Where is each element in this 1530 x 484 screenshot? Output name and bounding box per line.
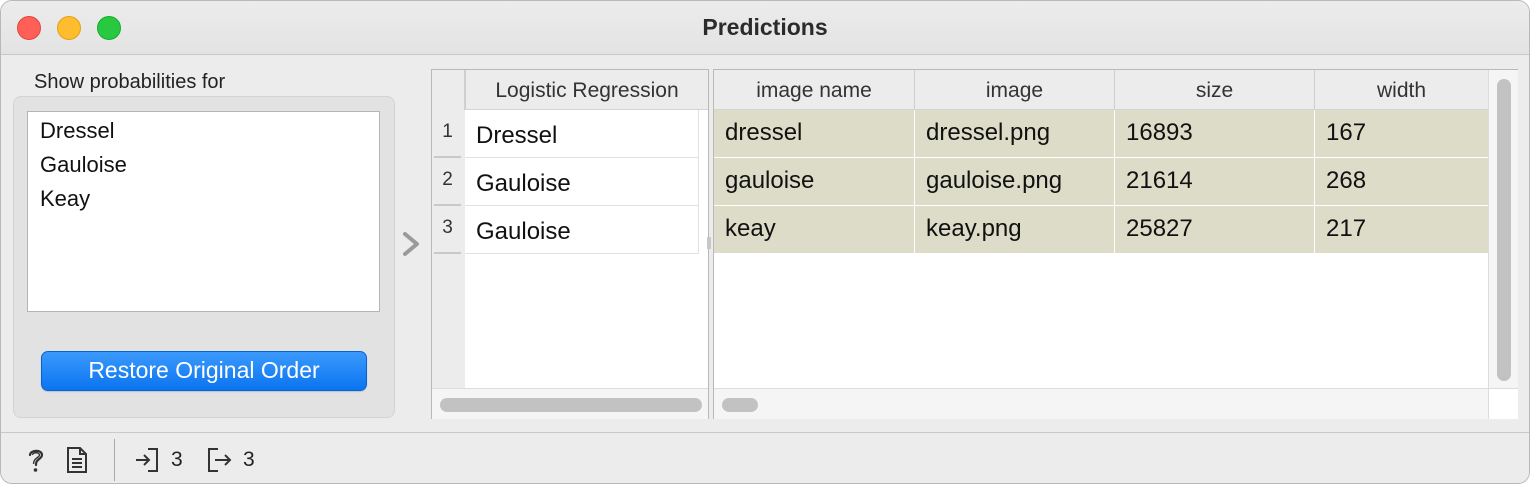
- scrollbar-thumb[interactable]: [1497, 79, 1511, 381]
- title-bar[interactable]: Predictions: [1, 1, 1529, 55]
- scrollbar-thumb[interactable]: [440, 398, 702, 412]
- minimize-window-button[interactable]: [57, 16, 81, 40]
- table-cell[interactable]: 217: [1315, 206, 1488, 254]
- vertical-scrollbar[interactable]: [1488, 70, 1518, 388]
- list-item[interactable]: Keay: [40, 186, 91, 211]
- maximize-window-button[interactable]: [97, 16, 121, 40]
- probability-class-list[interactable]: Dressel Gauloise Keay: [27, 111, 380, 312]
- splitter-handle[interactable]: [707, 237, 711, 249]
- window-title: Predictions: [702, 14, 828, 40]
- column-header-logistic-regression[interactable]: Logistic Regression: [465, 70, 708, 110]
- row-number-column: 1 2 3: [432, 110, 465, 388]
- predictions-table[interactable]: Logistic Regression 1 2 3 Dressel Gauloi…: [431, 69, 709, 419]
- status-bar: 3 3: [1, 432, 1529, 483]
- table-cell[interactable]: keay: [714, 206, 915, 254]
- chevron-right-icon[interactable]: [400, 229, 424, 259]
- table-cell[interactable]: dressel: [714, 110, 915, 158]
- data-table[interactable]: image name image size width dressel dres…: [713, 69, 1518, 419]
- table-cell[interactable]: gauloise: [714, 158, 915, 206]
- input-icon[interactable]: [134, 446, 160, 474]
- row-number[interactable]: 2: [434, 158, 461, 206]
- prediction-cell[interactable]: Dressel: [465, 110, 699, 158]
- table-cell[interactable]: gauloise.png: [915, 158, 1115, 206]
- horizontal-scrollbar[interactable]: [714, 388, 1488, 419]
- report-icon[interactable]: [64, 446, 90, 474]
- close-window-button[interactable]: [17, 16, 41, 40]
- table-cell[interactable]: 268: [1315, 158, 1488, 206]
- column-header-image[interactable]: image: [915, 70, 1115, 110]
- row-number[interactable]: 3: [434, 206, 461, 254]
- table-cell[interactable]: dressel.png: [915, 110, 1115, 158]
- list-item[interactable]: Dressel: [40, 118, 115, 143]
- column-header-image-name[interactable]: image name: [714, 70, 915, 110]
- status-separator: [114, 439, 115, 481]
- output-count: 3: [243, 448, 255, 471]
- horizontal-scrollbar[interactable]: [432, 388, 708, 419]
- scrollbar-thumb[interactable]: [722, 398, 758, 412]
- column-header-size[interactable]: size: [1115, 70, 1315, 110]
- table-row[interactable]: dressel dressel.png 16893 167: [714, 110, 1488, 158]
- column-header-width[interactable]: width: [1376, 79, 1427, 102]
- output-icon[interactable]: [206, 446, 232, 474]
- show-probabilities-label: Show probabilities for: [34, 71, 226, 93]
- help-icon[interactable]: [23, 446, 49, 474]
- prediction-cell[interactable]: Gauloise: [465, 158, 699, 206]
- table-cell[interactable]: 21614: [1115, 158, 1315, 206]
- row-number[interactable]: 1: [434, 110, 461, 158]
- table-row[interactable]: keay keay.png 25827 217: [714, 206, 1488, 254]
- data-table-header: image name image size width: [714, 70, 1488, 110]
- table-row[interactable]: gauloise gauloise.png 21614 268: [714, 158, 1488, 206]
- input-count: 3: [171, 448, 183, 471]
- table-cell[interactable]: 25827: [1115, 206, 1315, 254]
- table-cell[interactable]: 16893: [1115, 110, 1315, 158]
- table-cell[interactable]: 167: [1315, 110, 1488, 158]
- prediction-cell[interactable]: Gauloise: [465, 206, 699, 254]
- scrollbar-corner: [1488, 388, 1518, 419]
- table-corner: [432, 70, 465, 110]
- restore-original-order-button[interactable]: Restore Original Order: [41, 351, 367, 391]
- list-item[interactable]: Gauloise: [40, 152, 127, 177]
- table-cell[interactable]: keay.png: [915, 206, 1115, 254]
